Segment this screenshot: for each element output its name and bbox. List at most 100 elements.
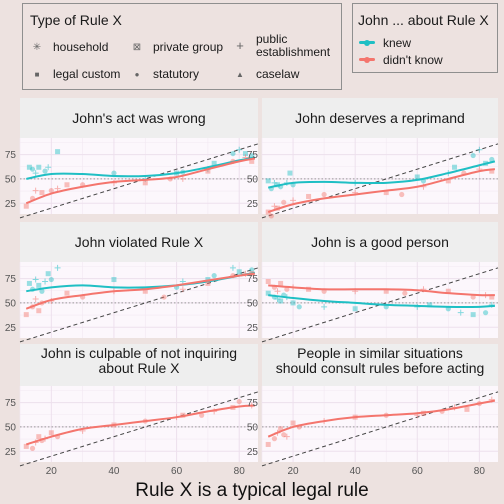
trend-line	[25, 404, 255, 446]
square-icon: ■	[34, 70, 40, 79]
legend-item-statutory: statutory	[153, 67, 200, 81]
data-point	[64, 182, 70, 188]
legend-item-didnt-know: didn't know	[383, 53, 443, 67]
y-tick-label: 50	[5, 298, 17, 309]
data-point	[236, 269, 242, 275]
trend-line	[268, 294, 495, 308]
trend-line	[26, 156, 256, 180]
legend-item-household: household	[53, 40, 109, 54]
asterisk-icon: ✳	[32, 42, 42, 53]
data-point	[290, 420, 296, 426]
y-tick-label: 75	[247, 274, 259, 285]
data-point	[268, 213, 274, 219]
data-point	[287, 170, 293, 176]
data-point	[278, 280, 284, 286]
data-point	[399, 191, 405, 198]
data-point	[111, 170, 117, 176]
panel-title: John's act was wrong	[72, 110, 205, 126]
series-didn-t-know	[265, 278, 495, 300]
panel-2: John deserves a reprimand 25 50 75	[247, 98, 499, 219]
data-point	[36, 308, 42, 314]
data-point	[457, 309, 464, 316]
data-point	[23, 312, 29, 318]
y-tick-label: 50	[247, 174, 259, 185]
series-didn-t-know	[265, 166, 496, 219]
panel-background	[262, 262, 498, 338]
data-point	[402, 290, 408, 296]
data-point	[211, 160, 217, 166]
data-point	[42, 168, 48, 174]
panel-strip	[20, 344, 258, 386]
data-point	[45, 164, 52, 171]
data-point	[45, 271, 51, 277]
data-point	[142, 180, 148, 186]
panel-background	[20, 262, 258, 338]
legend-dot-didnt-know	[364, 56, 370, 63]
y-tick-label: 25	[5, 323, 17, 334]
data-point	[199, 412, 205, 418]
data-point	[179, 175, 186, 182]
data-point	[296, 304, 302, 310]
y-tick-label: 50	[5, 422, 17, 433]
circle-icon: ●	[134, 70, 140, 79]
data-point	[352, 306, 358, 312]
x-tick-label: 20	[287, 466, 299, 477]
legend-knowledge: John ... about Rule X knew didn't know	[352, 3, 498, 73]
data-point	[55, 149, 61, 155]
data-point	[39, 288, 45, 294]
trend-line	[267, 168, 496, 214]
data-point	[26, 164, 32, 170]
trend-line	[25, 157, 256, 205]
data-point	[470, 152, 476, 159]
panel-strip	[262, 222, 498, 262]
legend-item-public-line1: public	[256, 32, 288, 46]
data-point	[281, 199, 287, 205]
triangle-icon: ▲	[236, 70, 244, 79]
data-point	[236, 398, 242, 405]
data-point	[211, 273, 217, 279]
data-point	[265, 290, 271, 296]
data-point	[32, 187, 39, 194]
data-point	[64, 290, 70, 296]
reference-line-diagonal	[261, 267, 499, 343]
data-point	[445, 288, 451, 294]
x-tick-label: 40	[350, 466, 362, 477]
data-point	[54, 185, 61, 192]
series-didn-t-know	[265, 396, 496, 447]
panel-title: John violated Rule X	[75, 234, 204, 250]
x-tick-label: 80	[474, 466, 486, 477]
data-point	[205, 168, 211, 174]
data-point	[32, 296, 39, 303]
data-point	[445, 178, 451, 184]
x-tick-label: 40	[108, 466, 120, 477]
panel-3: John violated Rule X 25 50 75	[5, 222, 259, 343]
panel-title: John deserves a reprimand	[295, 110, 465, 126]
y-tick-label: 50	[5, 174, 17, 185]
legend-item-private-group: private group	[153, 40, 224, 54]
x-tick-label: 20	[46, 466, 58, 477]
trend-line	[267, 399, 496, 438]
data-point	[29, 445, 36, 451]
y-tick-label: 25	[247, 447, 259, 458]
data-point	[229, 264, 236, 271]
data-point	[414, 174, 420, 180]
panel-strip	[20, 98, 258, 138]
data-point	[489, 156, 495, 163]
panel-4: John is a good person 25 50 75	[247, 222, 499, 343]
data-point	[452, 164, 458, 170]
data-point	[205, 280, 211, 286]
y-tick-label: 25	[247, 199, 259, 210]
data-point	[32, 170, 39, 177]
series-knew	[265, 290, 495, 318]
panel-background	[20, 386, 258, 462]
data-point	[265, 441, 271, 447]
data-point	[23, 443, 29, 449]
data-point	[26, 280, 32, 286]
y-tick-label: 25	[5, 199, 17, 210]
y-tick-label: 75	[5, 150, 17, 161]
panel-title: People in similar situations	[297, 345, 463, 361]
y-tick-label: 75	[247, 150, 259, 161]
